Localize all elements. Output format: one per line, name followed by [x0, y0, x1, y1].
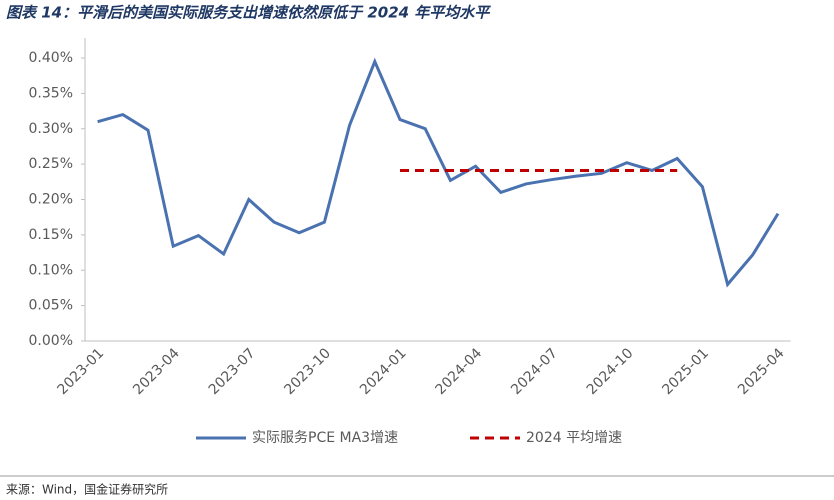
y-tick-label: 0.35% — [29, 85, 73, 101]
x-tick-label: 2023-10 — [281, 345, 334, 398]
y-tick-label: 0.10% — [29, 262, 73, 278]
y-tick-label: 0.05% — [29, 298, 73, 314]
y-tick-label: 0.25% — [29, 156, 73, 172]
x-tick-label: 2024-10 — [584, 345, 637, 398]
x-tick-label: 2023-04 — [130, 345, 183, 398]
x-tick-label: 2023-01 — [55, 345, 108, 398]
y-tick-label: 0.15% — [29, 227, 73, 243]
x-tick-label: 2024-01 — [357, 345, 410, 398]
x-tick-label: 2023-07 — [206, 345, 259, 398]
y-tick-label: 0.20% — [29, 192, 73, 208]
x-tick-label: 2024-04 — [433, 345, 486, 398]
x-tick-label: 2025-01 — [659, 345, 712, 398]
y-tick-label: 0.00% — [29, 333, 73, 349]
x-tick-label: 2025-04 — [735, 345, 788, 398]
x-tick-label: 2024-07 — [508, 345, 561, 398]
series-line — [97, 57, 780, 288]
source: 来源：Wind，国金证券研究所 — [6, 482, 168, 497]
legend-label: 实际服务PCE MA3增速 — [252, 430, 398, 446]
y-tick-label: 0.30% — [29, 121, 73, 137]
y-tick-label: 0.40% — [29, 50, 73, 66]
legend-label: 2024 平均增速 — [526, 430, 622, 446]
chart-title: 图表 14：平滑后的美国实际服务支出增速依然原低于 2024 年平均水平 — [6, 4, 491, 22]
